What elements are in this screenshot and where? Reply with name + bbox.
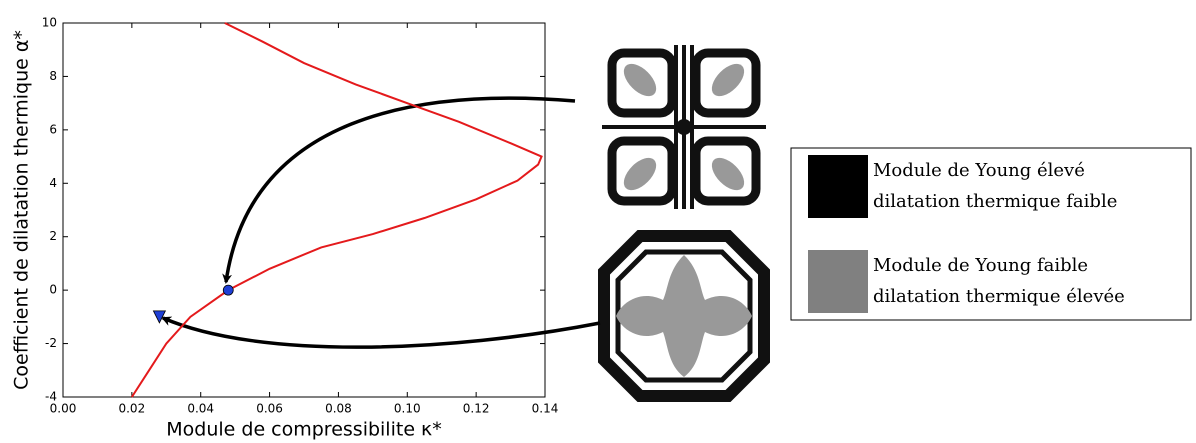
- y-tick-label: 6: [49, 122, 57, 136]
- y-tick-label: 10: [42, 16, 57, 30]
- y-axis-label: Coefficient de dilatation thermique α*: [11, 30, 33, 390]
- legend-label: Module de Young faible: [873, 255, 1088, 276]
- legend-label: dilatation thermique élevée: [873, 286, 1125, 307]
- x-tick-label: 0.14: [532, 402, 559, 416]
- y-tick-label: 8: [49, 69, 57, 83]
- arrow: [163, 318, 600, 347]
- y-tick-label: 4: [49, 176, 57, 190]
- x-axis-label: Module de compressibilite κ*: [166, 419, 442, 441]
- y-tick-label: 0: [49, 283, 57, 297]
- x-tick-label: 0.02: [118, 402, 145, 416]
- y-tick-label: -4: [45, 390, 57, 404]
- x-tick-label: 0.00: [50, 402, 77, 416]
- x-tick-label: 0.10: [394, 402, 421, 416]
- microstructure-bottom: [604, 236, 764, 396]
- x-tick-label: 0.08: [325, 402, 352, 416]
- legend-swatch: [808, 250, 868, 313]
- arrow: [226, 98, 575, 282]
- x-tick-label: 0.06: [256, 402, 283, 416]
- legend-swatch: [808, 155, 868, 218]
- figure: Module de compressibilite κ* Coefficient…: [0, 0, 1196, 443]
- plot: 0.00 0.02 0.04 0.06 0.08 0.10 0.12 0.14 -4 -2 0 2 4 6…: [42, 16, 559, 416]
- microstructure-top: [600, 43, 768, 211]
- x-tick-label: 0.12: [463, 402, 490, 416]
- legend-label: Module de Young élevé: [873, 160, 1085, 181]
- x-tick-label: 0.04: [187, 402, 214, 416]
- y-tick-label: -2: [45, 336, 57, 350]
- legend-label: dilatation thermique faible: [873, 191, 1117, 212]
- y-tick-label: 2: [49, 229, 57, 243]
- point: [223, 285, 233, 295]
